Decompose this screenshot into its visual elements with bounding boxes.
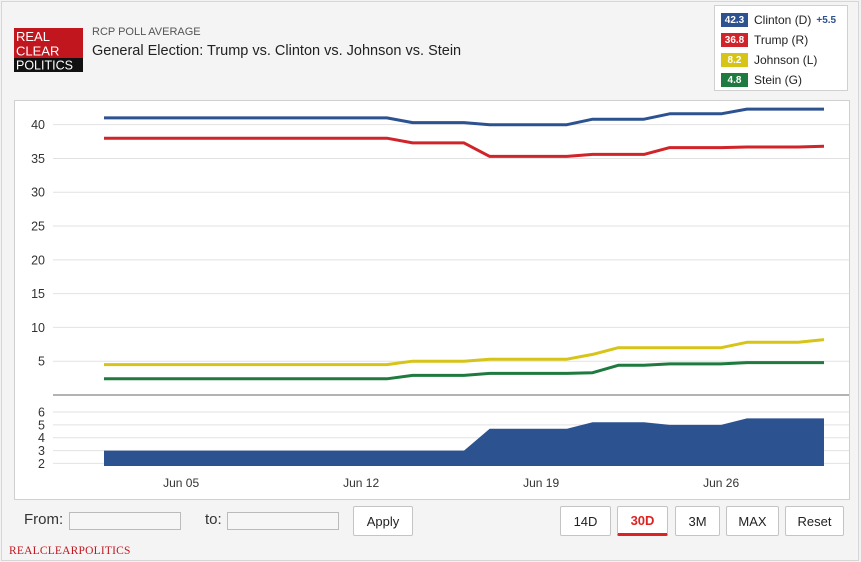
chart-title: General Election: Trump vs. Clinton vs. … xyxy=(92,43,462,59)
y-tick-label: 10 xyxy=(31,321,45,335)
y-tick-label: 4 xyxy=(38,431,45,445)
legend-entry-trump[interactable]: 36.8 Trump (R) xyxy=(721,32,808,48)
legend-value-badge: 8.2 xyxy=(721,53,748,67)
series-line-johnson xyxy=(104,338,825,367)
y-tick-label: 35 xyxy=(31,152,45,166)
y-tick-label: 20 xyxy=(31,253,45,267)
apply-button[interactable]: Apply xyxy=(353,506,413,536)
series-line-stein xyxy=(104,361,824,381)
legend-label: Stein (G) xyxy=(754,73,803,87)
logo-text-3: POLITICS xyxy=(16,59,73,73)
y-tick-label: 2 xyxy=(38,457,45,471)
legend-entry-stein[interactable]: 4.8 Stein (G) xyxy=(721,72,802,88)
y-tick-label: 15 xyxy=(31,287,45,301)
spread-badge: +5.5 xyxy=(816,14,837,26)
footer-brand: REALCLEARPOLITICS xyxy=(9,545,131,557)
range-14d-button[interactable]: 14D xyxy=(560,506,611,536)
legend-entry-clinton[interactable]: 42.3 Clinton (D) +5.5 xyxy=(721,12,836,28)
legend-label: Clinton (D) xyxy=(754,13,812,27)
spread-area xyxy=(104,418,824,466)
to-date-input[interactable] xyxy=(227,512,339,530)
main-grid xyxy=(53,124,849,362)
series-line-trump xyxy=(104,136,825,158)
series-line-clinton xyxy=(104,107,824,127)
logo-text-2: CLEAR xyxy=(16,44,59,59)
rcp-logo: REAL CLEAR POLITICS xyxy=(14,28,83,72)
main-series xyxy=(104,107,825,381)
x-tick-label: Jun 26 xyxy=(703,476,739,490)
main-y-axis: 5 10 15 20 25 30 35 40 xyxy=(31,118,45,369)
spread-area-fill xyxy=(104,418,824,466)
to-label: to: xyxy=(205,511,222,528)
y-tick-label: 6 xyxy=(38,406,45,420)
legend-label: Johnson (L) xyxy=(754,53,818,67)
legend-value-badge: 4.8 xyxy=(721,73,748,87)
x-tick-label: Jun 05 xyxy=(163,476,199,490)
range-3m-button[interactable]: 3M xyxy=(675,506,720,536)
from-date-input[interactable] xyxy=(69,512,181,530)
y-tick-label: 5 xyxy=(38,355,45,369)
legend: 42.3 Clinton (D) +5.5 36.8 Trump (R) 8.2… xyxy=(714,5,848,91)
legend-label: Trump (R) xyxy=(754,33,809,47)
legend-value-badge: 42.3 xyxy=(721,13,748,27)
y-tick-label: 25 xyxy=(31,220,45,234)
x-axis: Jun 05 Jun 12 Jun 19 Jun 26 xyxy=(163,476,739,490)
legend-value-badge: 36.8 xyxy=(721,33,748,47)
chart-subtitle: RCP POLL AVERAGE xyxy=(92,26,201,38)
legend-entry-johnson[interactable]: 8.2 Johnson (L) xyxy=(721,52,817,68)
y-tick-label: 3 xyxy=(38,444,45,458)
range-max-button[interactable]: MAX xyxy=(726,506,779,536)
x-tick-label: Jun 12 xyxy=(343,476,379,490)
logo-text-1: REAL xyxy=(16,29,50,44)
y-tick-label: 40 xyxy=(31,118,45,132)
range-30d-button[interactable]: 30D xyxy=(617,506,668,536)
x-tick-label: Jun 19 xyxy=(523,476,559,490)
y-tick-label: 5 xyxy=(38,418,45,432)
y-tick-label: 30 xyxy=(31,186,45,200)
from-label: From: xyxy=(24,511,64,528)
reset-button[interactable]: Reset xyxy=(785,506,844,536)
